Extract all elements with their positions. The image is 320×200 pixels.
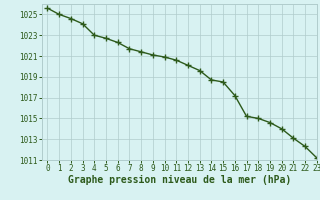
X-axis label: Graphe pression niveau de la mer (hPa): Graphe pression niveau de la mer (hPa) <box>68 175 291 185</box>
